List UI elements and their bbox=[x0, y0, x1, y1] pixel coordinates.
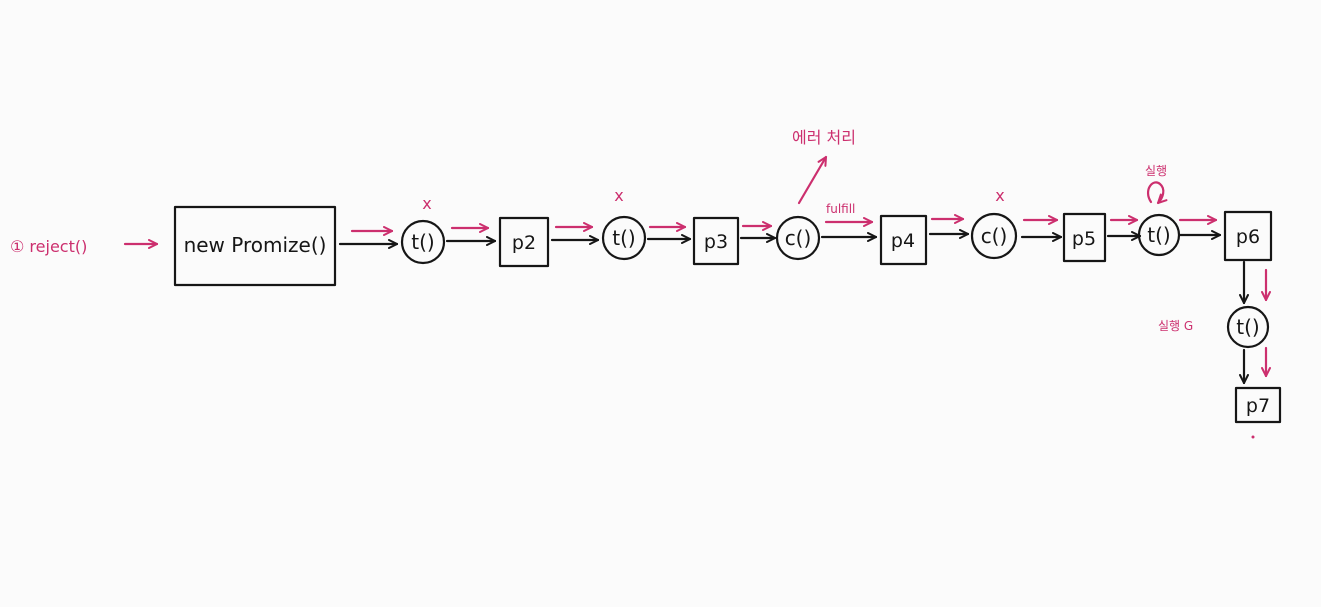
then-node-2 bbox=[601, 215, 647, 261]
promise-label: new Promize() bbox=[184, 233, 327, 257]
p6-box bbox=[1223, 210, 1273, 262]
promise-box bbox=[173, 205, 337, 287]
p6-label: p6 bbox=[1236, 226, 1260, 248]
then-label-1: t() bbox=[411, 230, 434, 254]
p3-label: p3 bbox=[704, 231, 728, 253]
p7-box bbox=[1234, 386, 1282, 424]
run-label-top: 실행 bbox=[1145, 163, 1167, 178]
p4-label: p4 bbox=[891, 230, 915, 252]
p3-box bbox=[692, 216, 740, 266]
pink-dot bbox=[1251, 435, 1255, 439]
catch-label-1: c() bbox=[785, 226, 812, 250]
catch-label-2: c() bbox=[981, 224, 1008, 248]
then-node-1 bbox=[400, 219, 446, 265]
p5-box bbox=[1062, 212, 1107, 263]
p2-label: p2 bbox=[512, 232, 536, 254]
catch-node-2 bbox=[970, 212, 1018, 260]
p4-box bbox=[879, 214, 928, 266]
catch-node-1 bbox=[775, 215, 821, 261]
skip-mark-3: x bbox=[995, 186, 1004, 205]
p2-box bbox=[498, 216, 550, 268]
then-label-3: t() bbox=[1147, 223, 1170, 247]
then-label-2: t() bbox=[612, 226, 635, 250]
then-node-4 bbox=[1226, 305, 1270, 349]
p7-label: p7 bbox=[1246, 395, 1270, 417]
p5-label: p5 bbox=[1072, 228, 1096, 250]
run-label-left: 실행 G bbox=[1158, 318, 1193, 333]
error-handling-arrow bbox=[797, 157, 826, 205]
start-label: ① reject() bbox=[10, 237, 87, 256]
skip-mark-2: x bbox=[614, 186, 623, 205]
run-loop-arrow bbox=[1146, 181, 1163, 203]
skip-mark-1: x bbox=[422, 194, 431, 213]
error-handling-label: 에러 처리 bbox=[792, 128, 856, 147]
fulfill-label: fulfill bbox=[826, 202, 855, 216]
then-label-4: t() bbox=[1236, 315, 1259, 339]
